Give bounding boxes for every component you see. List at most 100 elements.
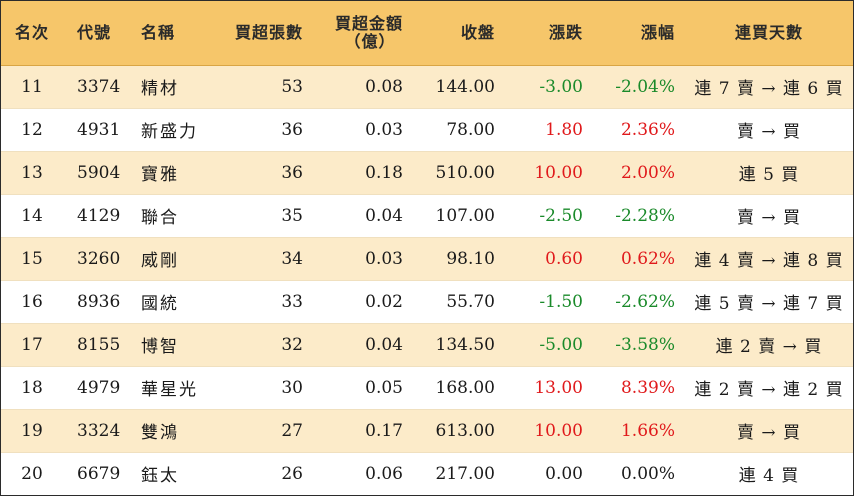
name-cell: 新盛力 <box>129 107 219 151</box>
change-pct-cell: 8.39% <box>593 365 685 409</box>
table-row: 15 3260 威剛 34 0.03 98.10 0.60 0.62% 連 4 賣 → 連 8 … <box>1 236 853 280</box>
table-row: 14 4129 聯合 35 0.04 107.00 -2.50 -2.28% 賣 → 買 <box>1 193 853 237</box>
change-cell: -5.00 <box>505 322 593 366</box>
change-cell: -1.50 <box>505 279 593 323</box>
buy-days-cell: 連 5 賣 → 連 7 買 <box>685 279 853 323</box>
close-cell: 107.00 <box>413 193 505 237</box>
net-buy-lots-cell: 35 <box>219 193 313 237</box>
net-buy-lots-cell: 36 <box>219 150 313 194</box>
table-row: 13 5904 寶雅 36 0.18 510.00 10.00 2.00% 連 5 買 <box>1 150 853 194</box>
net-buy-lots-cell: 32 <box>219 322 313 366</box>
net-buy-amount-cell: 0.03 <box>313 236 413 280</box>
name-cell: 博智 <box>129 322 219 366</box>
buy-days-cell: 連 5 買 <box>685 150 853 194</box>
close-cell: 55.70 <box>413 279 505 323</box>
table-row: 11 3374 精材 53 0.08 144.00 -3.00 -2.04% 連 7 賣 → 連… <box>1 64 853 108</box>
net-buy-amount-cell: 0.04 <box>313 193 413 237</box>
net-buy-lots-cell: 33 <box>219 279 313 323</box>
net-buy-amount-cell: 0.17 <box>313 408 413 452</box>
table-row: 12 4931 新盛力 36 0.03 78.00 1.80 2.36% 賣 → 買 <box>1 107 853 151</box>
change-pct-cell: -3.58% <box>593 322 685 366</box>
change-cell: 0.60 <box>505 236 593 280</box>
change-cell: 10.00 <box>505 150 593 194</box>
change-pct-cell: 2.00% <box>593 150 685 194</box>
rank-cell: 15 <box>1 236 63 280</box>
table-row: 16 8936 國統 33 0.02 55.70 -1.50 -2.62% 連 5 賣 → 連 … <box>1 279 853 323</box>
table-header-row: 名次 代號 名稱 買超張數 買超金額 （億） 收盤 漲跌 漲幅 連買天數 <box>1 1 853 66</box>
rank-cell: 14 <box>1 193 63 237</box>
net-buy-lots-cell: 26 <box>219 451 313 495</box>
rank-cell: 11 <box>1 64 63 108</box>
name-cell: 華星光 <box>129 365 219 409</box>
close-cell: 510.00 <box>413 150 505 194</box>
close-cell: 217.00 <box>413 451 505 495</box>
net-buy-lots-cell: 27 <box>219 408 313 452</box>
close-cell: 613.00 <box>413 408 505 452</box>
change-pct-cell: 2.36% <box>593 107 685 151</box>
rank-cell: 20 <box>1 451 63 495</box>
rank-cell: 17 <box>1 322 63 366</box>
name-cell: 威剛 <box>129 236 219 280</box>
change-cell: 0.00 <box>505 451 593 495</box>
header-close: 收盤 <box>413 1 505 66</box>
net-buy-amount-cell: 0.06 <box>313 451 413 495</box>
rank-cell: 19 <box>1 408 63 452</box>
net-buy-lots-cell: 53 <box>219 64 313 108</box>
code-cell: 3374 <box>63 64 129 108</box>
rank-cell: 16 <box>1 279 63 323</box>
change-cell: -3.00 <box>505 64 593 108</box>
code-cell: 4129 <box>63 193 129 237</box>
change-pct-cell: 0.62% <box>593 236 685 280</box>
code-cell: 5904 <box>63 150 129 194</box>
code-cell: 3260 <box>63 236 129 280</box>
table-row: 20 6679 鈺太 26 0.06 217.00 0.00 0.00% 連 4 買 <box>1 451 853 495</box>
header-net-buy-amount-unit: （億） <box>344 31 396 51</box>
net-buy-amount-cell: 0.03 <box>313 107 413 151</box>
name-cell: 雙鴻 <box>129 408 219 452</box>
net-buy-amount-cell: 0.08 <box>313 64 413 108</box>
change-pct-cell: -2.62% <box>593 279 685 323</box>
change-cell: 1.80 <box>505 107 593 151</box>
header-change-pct: 漲幅 <box>593 1 685 66</box>
close-cell: 78.00 <box>413 107 505 151</box>
code-cell: 4979 <box>63 365 129 409</box>
change-cell: 13.00 <box>505 365 593 409</box>
net-buy-amount-cell: 0.05 <box>313 365 413 409</box>
change-pct-cell: 0.00% <box>593 451 685 495</box>
buy-days-cell: 連 2 賣 → 連 2 買 <box>685 365 853 409</box>
header-net-buy-amount-line1: 買超金額 <box>334 13 403 33</box>
close-cell: 134.50 <box>413 322 505 366</box>
rank-cell: 18 <box>1 365 63 409</box>
net-buy-amount-cell: 0.04 <box>313 322 413 366</box>
name-cell: 鈺太 <box>129 451 219 495</box>
change-pct-cell: 1.66% <box>593 408 685 452</box>
header-net-buy-lots: 買超張數 <box>219 1 313 66</box>
buy-days-cell: 連 4 賣 → 連 8 買 <box>685 236 853 280</box>
buy-days-cell: 賣 → 買 <box>685 107 853 151</box>
net-buy-lots-cell: 36 <box>219 107 313 151</box>
change-pct-cell: -2.04% <box>593 64 685 108</box>
rank-cell: 12 <box>1 107 63 151</box>
close-cell: 168.00 <box>413 365 505 409</box>
header-name: 名稱 <box>129 1 219 66</box>
code-cell: 8936 <box>63 279 129 323</box>
close-cell: 144.00 <box>413 64 505 108</box>
header-change: 漲跌 <box>505 1 593 66</box>
net-buy-lots-cell: 34 <box>219 236 313 280</box>
change-cell: -2.50 <box>505 193 593 237</box>
name-cell: 聯合 <box>129 193 219 237</box>
buy-days-cell: 連 7 賣 → 連 6 買 <box>685 64 853 108</box>
header-buy-days: 連買天數 <box>685 1 853 66</box>
table-row: 17 8155 博智 32 0.04 134.50 -5.00 -3.58% 連 2 賣 → 買 <box>1 322 853 366</box>
table-body: 11 3374 精材 53 0.08 144.00 -3.00 -2.04% 連 7 賣 → 連… <box>1 64 853 495</box>
name-cell: 精材 <box>129 64 219 108</box>
code-cell: 6679 <box>63 451 129 495</box>
change-pct-cell: -2.28% <box>593 193 685 237</box>
buy-days-cell: 賣 → 買 <box>685 408 853 452</box>
header-code: 代號 <box>63 1 129 66</box>
code-cell: 4931 <box>63 107 129 151</box>
name-cell: 寶雅 <box>129 150 219 194</box>
close-cell: 98.10 <box>413 236 505 280</box>
